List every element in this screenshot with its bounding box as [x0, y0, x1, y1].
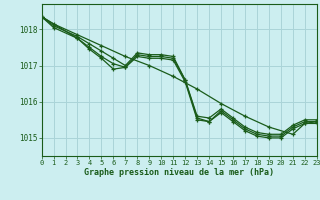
X-axis label: Graphe pression niveau de la mer (hPa): Graphe pression niveau de la mer (hPa) [84, 168, 274, 177]
